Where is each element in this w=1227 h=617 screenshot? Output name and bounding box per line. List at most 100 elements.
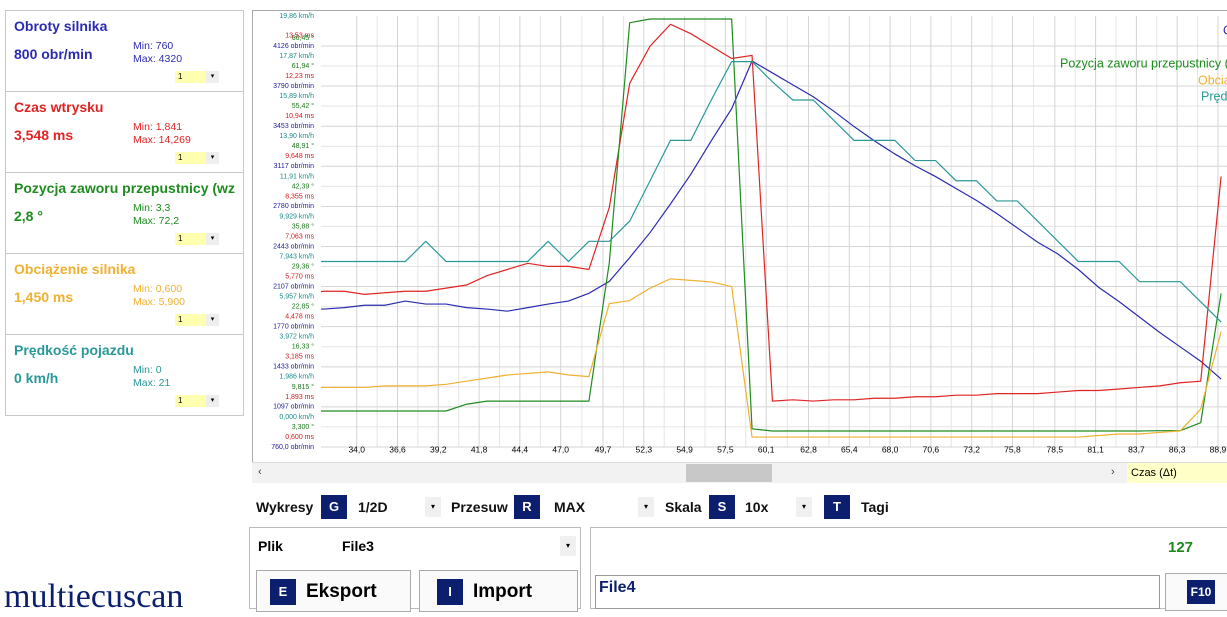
select-arrow[interactable]: ▾ — [206, 395, 219, 407]
sensor-value: 3,548 ms — [14, 127, 74, 143]
scroll-thumb[interactable] — [686, 464, 772, 482]
select-arrow[interactable]: ▾ — [206, 152, 219, 164]
logo: multiecuscan — [4, 578, 184, 615]
button-label: Import — [473, 581, 533, 602]
x-tick-label: 49,7 — [595, 444, 612, 454]
y-tick-label: 10,94 ms — [285, 113, 314, 120]
y-tick-label: 1097 obr/min — [273, 404, 314, 411]
y-tick-label: 55,42 ° — [292, 102, 314, 110]
y-tick-label: 0,600 ms — [285, 434, 314, 441]
select[interactable]: 1 — [175, 71, 206, 83]
select[interactable]: 1 — [175, 233, 206, 245]
scroll-left[interactable]: ‹ — [258, 466, 262, 478]
dropdown[interactable]: ▾ — [638, 497, 654, 517]
sensor-value: 800 obr/min — [14, 46, 93, 62]
legend-entry: Obroty silnika — [1223, 23, 1227, 37]
y-tick-label: 17,87 km/h — [279, 53, 314, 60]
y-tick-label: 61,94 ° — [292, 62, 314, 70]
x-tick-label: 39,2 — [430, 444, 447, 454]
y-tick-label: 66,45 ° — [292, 34, 314, 42]
legend-entry: Pozycja zaworu przepustnicy (wz — [1060, 56, 1227, 70]
sensor-max: Max: 4320 — [133, 53, 183, 65]
dropdown[interactable]: ▾ — [796, 497, 812, 517]
sensor-value: 0 km/h — [14, 370, 59, 386]
sensor-name: Prędkość pojazdu — [14, 342, 134, 358]
file-panel: Plik File3 ▾ E Eksport I Import — [249, 527, 581, 612]
y-tick-label: 3453 obr/min — [273, 123, 314, 130]
function-button[interactable]: F10 — [1165, 573, 1227, 611]
select-arrow[interactable]: ▾ — [206, 314, 219, 326]
y-tick-label: 22,85 ° — [292, 303, 314, 311]
y-tick-label: 8,355 ms — [285, 193, 314, 200]
select-arrow[interactable]: ▾ — [206, 233, 219, 245]
key[interactable]: S — [709, 495, 735, 519]
sensor-max: Max: 14,269 — [133, 134, 191, 146]
y-tick-label: 9,648 ms — [285, 153, 314, 160]
sensor-name: Obciążenie silnika — [14, 261, 136, 277]
x-tick-label: 52,3 — [636, 444, 653, 454]
sensor-value: 2,8 ° — [14, 208, 43, 224]
value: MAX — [554, 499, 586, 515]
x-tick-label: 44,4 — [512, 444, 529, 454]
dropdown[interactable]: ▾ — [425, 497, 441, 517]
x-tick-label: 70,6 — [923, 444, 940, 454]
scrollbar[interactable]: ‹ › Czas (Δt) — [252, 462, 1227, 483]
y-tick-label: 4,478 ms — [285, 314, 314, 321]
key[interactable]: R — [514, 495, 540, 519]
select[interactable]: 1 — [175, 314, 206, 326]
key: E — [270, 579, 296, 605]
y-tick-label: 13,53 ms — [285, 33, 314, 40]
y-tick-label: 2443 obr/min — [273, 243, 314, 250]
x-axis-label: Czas (Δt) — [1127, 463, 1227, 483]
key[interactable]: T — [824, 495, 850, 519]
key[interactable]: G — [321, 495, 347, 519]
y-tick-label: 1,893 ms — [285, 394, 314, 401]
sensor-min: Min: 0,600 — [133, 283, 183, 295]
chart: 760,0 obr/min 1097 obr/min 1433 obr/min 177… — [271, 13, 1227, 454]
x-tick-label: 47,0 — [552, 444, 569, 454]
button-label: Eksport — [306, 581, 377, 602]
x-tick-label: 73,2 — [963, 444, 980, 454]
sensor-card: Czas wtrysku 3,548 ms Min: 1,841 Max: 14,26… — [5, 91, 244, 173]
sensor-card: Obciążenie silnika 1,450 ms Min: 0,600 Max:… — [5, 253, 244, 335]
select[interactable]: 1 — [175, 152, 206, 164]
scroll-right[interactable]: › — [1111, 466, 1115, 478]
y-tick-label: 29,36 ° — [292, 262, 314, 270]
y-tick-label: 3,185 ms — [285, 354, 314, 361]
sensor-min: Min: 3,3 — [133, 202, 171, 214]
select[interactable]: 1 — [175, 395, 206, 407]
sensor-max: Max: 21 — [133, 377, 171, 389]
series-line — [321, 60, 1222, 380]
sensor-min: Min: 0 — [133, 364, 162, 376]
sensor-card: Pozycja zaworu przepustnicy (wz 2,8 ° Min:… — [5, 172, 244, 254]
y-tick-label: 3790 obr/min — [273, 83, 314, 90]
export-button[interactable]: E Eksport — [256, 570, 411, 612]
series-line — [321, 23, 1222, 402]
x-tick-label: 36,6 — [389, 444, 406, 454]
x-tick-label: 34,0 — [348, 444, 365, 454]
x-tick-label: 78,5 — [1047, 444, 1064, 454]
counter: 127 — [1168, 539, 1194, 556]
y-tick-label: 2780 obr/min — [273, 203, 314, 210]
y-tick-label: 48,91 ° — [292, 142, 314, 150]
y-tick-label: 19,86 km/h — [279, 13, 314, 20]
file-name: File4 — [599, 579, 636, 596]
x-tick-label: 81,1 — [1087, 444, 1104, 454]
value: 1/2D — [358, 499, 388, 515]
y-tick-label: 1433 obr/min — [273, 364, 314, 371]
y-tick-label: 5,957 km/h — [279, 294, 314, 301]
dropdown[interactable]: ▾ — [560, 536, 576, 556]
x-tick-label: 41,8 — [471, 444, 488, 454]
file-name: File3 — [342, 538, 374, 554]
key: I — [437, 579, 463, 605]
label: Przesuw — [451, 499, 508, 515]
y-tick-label: 9,815 ° — [292, 383, 314, 391]
select-arrow[interactable]: ▾ — [206, 71, 219, 83]
series-line — [321, 18, 1222, 432]
legend-entry: Obciążenie silnika — [1198, 73, 1227, 87]
y-tick-label: 5,770 ms — [285, 273, 314, 280]
import-button[interactable]: I Import — [419, 570, 578, 612]
label: Wykresy — [256, 499, 314, 515]
y-tick-label: 9,929 km/h — [279, 213, 314, 220]
y-tick-label: 13,90 km/h — [279, 133, 314, 140]
